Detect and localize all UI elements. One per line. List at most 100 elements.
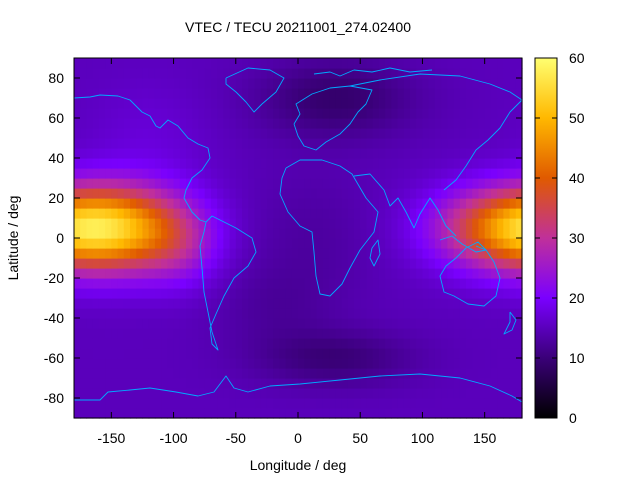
heatmap-cell bbox=[142, 178, 150, 189]
heatmap-cell bbox=[266, 208, 274, 219]
heatmap-cell bbox=[509, 318, 517, 329]
heatmap-cell bbox=[86, 148, 94, 159]
heatmap-cell bbox=[235, 358, 243, 369]
heatmap-cell bbox=[285, 318, 293, 329]
heatmap-cell bbox=[453, 128, 461, 139]
heatmap-cell bbox=[111, 388, 119, 399]
heatmap-cell bbox=[266, 78, 274, 89]
heatmap-cell bbox=[453, 68, 461, 79]
heatmap-cell bbox=[360, 398, 368, 409]
heatmap-cell bbox=[316, 298, 324, 309]
heatmap-cell bbox=[497, 408, 504, 419]
heatmap-cell bbox=[154, 158, 162, 169]
coastline-arctic-islands bbox=[313, 67, 433, 77]
heatmap-cell bbox=[391, 58, 399, 69]
heatmap-cell bbox=[329, 368, 336, 379]
heatmap-cell bbox=[130, 68, 137, 79]
heatmap-cell bbox=[291, 388, 299, 399]
heatmap-cell bbox=[117, 358, 125, 369]
heatmap-cell bbox=[310, 218, 318, 229]
heatmap-cell bbox=[136, 168, 144, 179]
heatmap-cell bbox=[223, 298, 231, 309]
heatmap-cell bbox=[229, 388, 237, 399]
heatmap-cell bbox=[161, 168, 168, 179]
heatmap-cell bbox=[422, 238, 430, 249]
heatmap-cell bbox=[453, 298, 461, 309]
heatmap-cell bbox=[148, 398, 156, 409]
heatmap-cell bbox=[447, 368, 455, 379]
heatmap-cell bbox=[173, 308, 181, 319]
heatmap-cell bbox=[242, 248, 249, 259]
heatmap-cell bbox=[74, 288, 81, 299]
heatmap-cell bbox=[198, 238, 206, 249]
heatmap-cell bbox=[279, 298, 287, 309]
heatmap-cell bbox=[484, 218, 492, 229]
heatmap-cell bbox=[472, 398, 480, 409]
heatmap-cell bbox=[422, 68, 430, 79]
heatmap-cell bbox=[347, 288, 355, 299]
heatmap-cell bbox=[167, 288, 175, 299]
heatmap-cell bbox=[142, 228, 150, 239]
heatmap-cell bbox=[186, 228, 193, 239]
heatmap-cell bbox=[304, 268, 312, 279]
heatmap-cell bbox=[285, 388, 293, 399]
heatmap-cell bbox=[285, 198, 293, 209]
heatmap-cell bbox=[341, 108, 349, 119]
heatmap-cell bbox=[403, 248, 411, 259]
heatmap-cell bbox=[503, 78, 511, 89]
heatmap-cell bbox=[98, 308, 106, 319]
heatmap-cell bbox=[273, 218, 280, 229]
heatmap-cell bbox=[98, 88, 106, 99]
heatmap-cell bbox=[422, 228, 430, 239]
heatmap-cell bbox=[167, 398, 175, 409]
heatmap-cell bbox=[123, 258, 131, 269]
heatmap-cell bbox=[179, 318, 187, 329]
heatmap-cell bbox=[148, 228, 156, 239]
heatmap-cell bbox=[466, 258, 473, 269]
heatmap-cell bbox=[341, 68, 349, 79]
heatmap-cell bbox=[260, 358, 268, 369]
heatmap-cell bbox=[459, 208, 467, 219]
heatmap-cell bbox=[92, 358, 100, 369]
heatmap-cell bbox=[428, 228, 436, 239]
heatmap-cell bbox=[422, 178, 430, 189]
heatmap-cell bbox=[410, 208, 417, 219]
heatmap-cell bbox=[497, 358, 504, 369]
heatmap-cell bbox=[497, 308, 504, 319]
heatmap-cell bbox=[403, 98, 411, 109]
heatmap-cell bbox=[235, 218, 243, 229]
heatmap-cell bbox=[335, 58, 343, 69]
heatmap-cell bbox=[310, 118, 318, 129]
heatmap-cell bbox=[503, 318, 511, 329]
heatmap-cell bbox=[204, 318, 212, 329]
heatmap-cell bbox=[372, 178, 380, 189]
heatmap-cell bbox=[74, 338, 81, 349]
heatmap-cell bbox=[123, 98, 131, 109]
heatmap-cell bbox=[515, 148, 523, 159]
heatmap-cell bbox=[92, 98, 100, 109]
x-tick-label: -50 bbox=[226, 430, 246, 446]
heatmap-cell bbox=[360, 388, 368, 399]
heatmap-cell bbox=[466, 58, 473, 69]
heatmap-cell bbox=[198, 68, 206, 79]
heatmap-cell bbox=[472, 268, 480, 279]
heatmap-cell bbox=[74, 348, 81, 359]
heatmap-cell bbox=[372, 248, 380, 259]
heatmap-cell bbox=[148, 298, 156, 309]
heatmap-cell bbox=[248, 288, 256, 299]
heatmap-cell bbox=[478, 368, 486, 379]
heatmap-cell bbox=[285, 338, 293, 349]
heatmap-cell bbox=[111, 258, 119, 269]
heatmap-cell bbox=[410, 268, 417, 279]
heatmap-cell bbox=[204, 158, 212, 169]
heatmap-cell bbox=[354, 88, 361, 99]
heatmap-cell bbox=[130, 278, 137, 289]
heatmap-cell bbox=[459, 168, 467, 179]
heatmap-cell bbox=[304, 58, 312, 69]
heatmap-cell bbox=[484, 148, 492, 159]
heatmap-cell bbox=[341, 278, 349, 289]
heatmap-cell bbox=[173, 278, 181, 289]
heatmap-cell bbox=[130, 58, 137, 69]
heatmap-cell bbox=[497, 398, 504, 409]
